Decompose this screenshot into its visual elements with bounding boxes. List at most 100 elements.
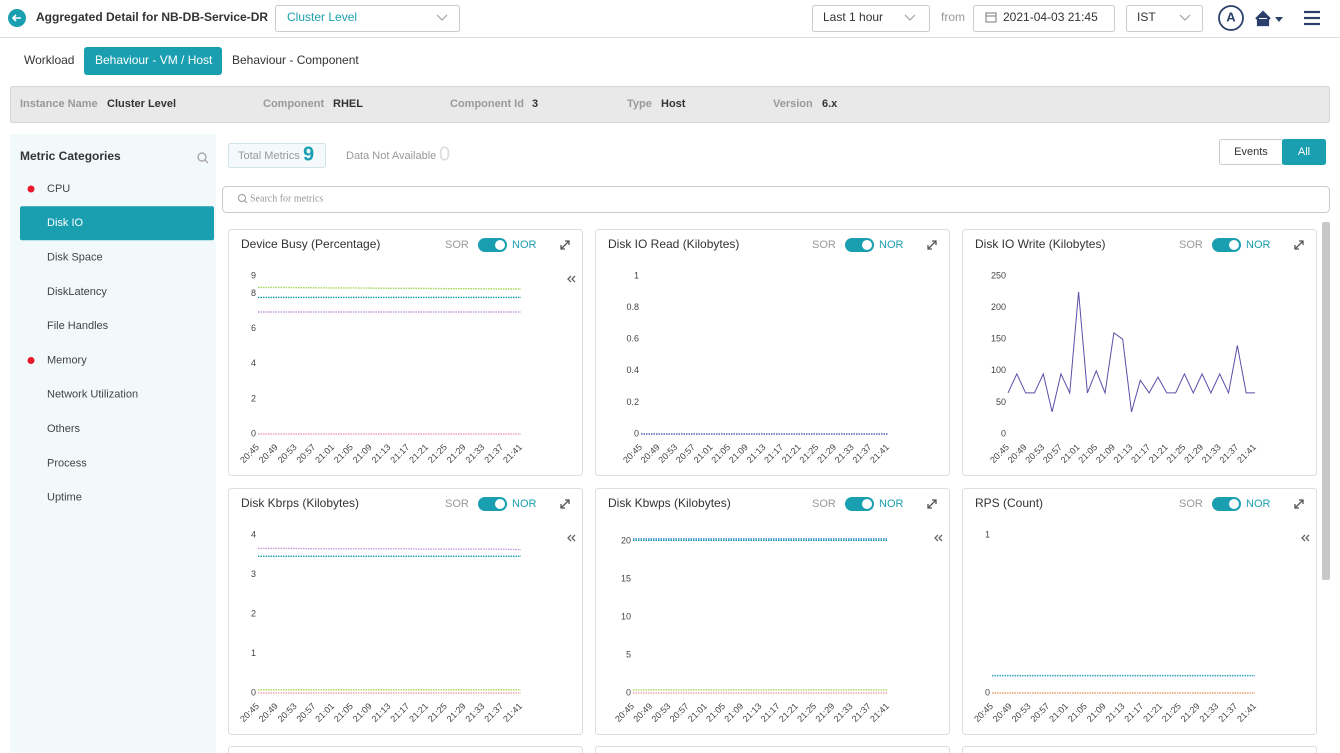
sidebar-item-label: Others [47, 423, 81, 435]
back-button[interactable] [8, 9, 26, 27]
sor-nor-toggle[interactable] [478, 238, 507, 252]
info-label: Instance Name [20, 98, 98, 110]
collapse-icon[interactable] [1301, 534, 1310, 542]
time-range-text: Last 1 hour [823, 10, 883, 24]
y-tick-label: 1 [634, 270, 639, 280]
level-select[interactable]: Cluster Level [275, 5, 460, 32]
toggle-knob [1229, 499, 1239, 509]
expand-icon[interactable] [560, 499, 570, 509]
y-tick-label: 6 [251, 323, 256, 333]
sidebar-item[interactable]: Process [47, 457, 87, 469]
chart-card: Disk IO Read (Kilobytes) SOR NOR 0 0.2 0.4 0.6… [595, 229, 950, 476]
sor-nor-toggle[interactable] [845, 497, 874, 511]
filter-button[interactable]: All [1282, 139, 1326, 165]
y-tick-label: 50 [996, 397, 1006, 407]
sor-nor-toggle[interactable] [845, 238, 874, 252]
total-metrics-count: 9 [303, 143, 314, 165]
from-label: from [941, 10, 965, 24]
series-line [258, 547, 522, 551]
chart-card: Disk Kbwps (Kilobytes) SOR NOR0510152020:4… [595, 488, 950, 735]
expand-icon[interactable] [1294, 240, 1304, 250]
sidebar-item-label: Disk IO [47, 217, 84, 229]
y-tick-label: 250 [991, 270, 1006, 280]
timezone-select[interactable]: IST [1126, 5, 1203, 32]
scrollbar[interactable] [1322, 222, 1330, 580]
sidebar-item[interactable]: DiskLatency [47, 286, 107, 298]
chart-card: Disk Kbrps (Kilobytes) SOR NOR0123420:4520… [228, 488, 583, 735]
info-bar [10, 86, 1330, 123]
sidebar-item[interactable]: File Handles [47, 320, 109, 332]
series-line [1007, 291, 1255, 413]
sidebar-item[interactable]: Others [47, 423, 81, 435]
chart-card-bg [962, 488, 1317, 735]
home-menu[interactable] [1255, 10, 1283, 27]
filter-button[interactable]: Events [1219, 139, 1283, 165]
nor-label: NOR [879, 498, 904, 510]
date-picker[interactable]: 2021-04-03 21:45 [973, 5, 1115, 32]
sor-nor-toggle[interactable] [478, 497, 507, 511]
chart-title: Disk IO Read (Kilobytes) [608, 237, 739, 251]
info-value: 6.x [822, 98, 838, 110]
y-tick-label: 1 [985, 529, 990, 539]
y-tick-label: 15 [621, 573, 631, 583]
y-tick-label: 2 [251, 608, 256, 618]
y-tick-label: 0 [251, 428, 256, 438]
avatar-letter: A [1226, 9, 1236, 24]
tab[interactable]: Behaviour - Component [232, 53, 359, 67]
sidebar-item[interactable]: Memory [27, 354, 88, 366]
info-value: RHEL [333, 98, 363, 110]
sidebar-search[interactable] [197, 152, 209, 164]
sidebar-item-label: Uptime [47, 492, 82, 504]
sor-label: SOR [1179, 498, 1203, 510]
y-tick-label: 0 [634, 428, 639, 438]
sidebar-item[interactable]: Disk Space [47, 252, 103, 264]
y-tick-label: 0 [985, 687, 990, 697]
tab[interactable]: Behaviour - VM / Host [84, 47, 222, 75]
hamburger-menu[interactable] [1304, 10, 1320, 26]
tab-label: Behaviour - VM / Host [95, 53, 213, 67]
y-tick-label: 150 [991, 334, 1006, 344]
collapse-icon[interactable] [567, 534, 576, 542]
avatar[interactable]: A [1218, 5, 1244, 31]
chart-card [228, 746, 583, 753]
expand-icon[interactable] [927, 240, 937, 250]
sidebar-item-label: Disk Space [47, 252, 103, 264]
tab-active-bg [84, 47, 222, 75]
y-tick-label: 2 [251, 393, 256, 403]
expand-icon[interactable] [1294, 499, 1304, 509]
time-range-select[interactable]: Last 1 hour [812, 5, 930, 32]
na-count: 0 [439, 143, 450, 165]
chart-card-bg [228, 229, 583, 476]
sor-label: SOR [812, 239, 836, 251]
y-tick-label: 20 [621, 535, 631, 545]
sor-nor-toggle[interactable] [1212, 497, 1241, 511]
y-tick-label: 8 [251, 288, 256, 298]
sidebar-item[interactable]: Disk IO [20, 206, 214, 241]
y-tick-label: 9 [251, 270, 256, 280]
expand-icon[interactable] [927, 499, 937, 509]
collapse-icon[interactable] [567, 275, 576, 283]
nor-label: NOR [1246, 498, 1271, 510]
sor-label: SOR [445, 498, 469, 510]
from-date: 2021-04-03 21:45 [1003, 10, 1098, 24]
info-value: Cluster Level [107, 98, 176, 110]
nor-label: NOR [512, 498, 537, 510]
chart-card-bg [595, 488, 950, 735]
metric-search[interactable]: Search for metrics [222, 186, 1330, 213]
sidebar-item[interactable]: Uptime [47, 492, 82, 504]
y-tick-label: 200 [991, 302, 1006, 312]
collapse-icon[interactable] [934, 534, 943, 542]
chart-card: RPS (Count) SOR NOR0120:4520:4920:5320:572… [962, 488, 1317, 735]
info-value: Host [661, 98, 686, 110]
sidebar-item[interactable]: Network Utilization [47, 389, 138, 401]
chart-card: Disk IO Write (Kilobytes) SOR NOR 0 50 100 150… [962, 229, 1317, 476]
total-metrics: Total Metrics 9 [228, 143, 326, 168]
sidebar-item[interactable]: CPU [27, 183, 71, 195]
expand-icon[interactable] [560, 240, 570, 250]
y-tick-label: 3 [251, 569, 256, 579]
sor-nor-toggle[interactable] [1212, 238, 1241, 252]
y-tick-label: 0.2 [626, 397, 639, 407]
tab[interactable]: Workload [24, 53, 74, 67]
